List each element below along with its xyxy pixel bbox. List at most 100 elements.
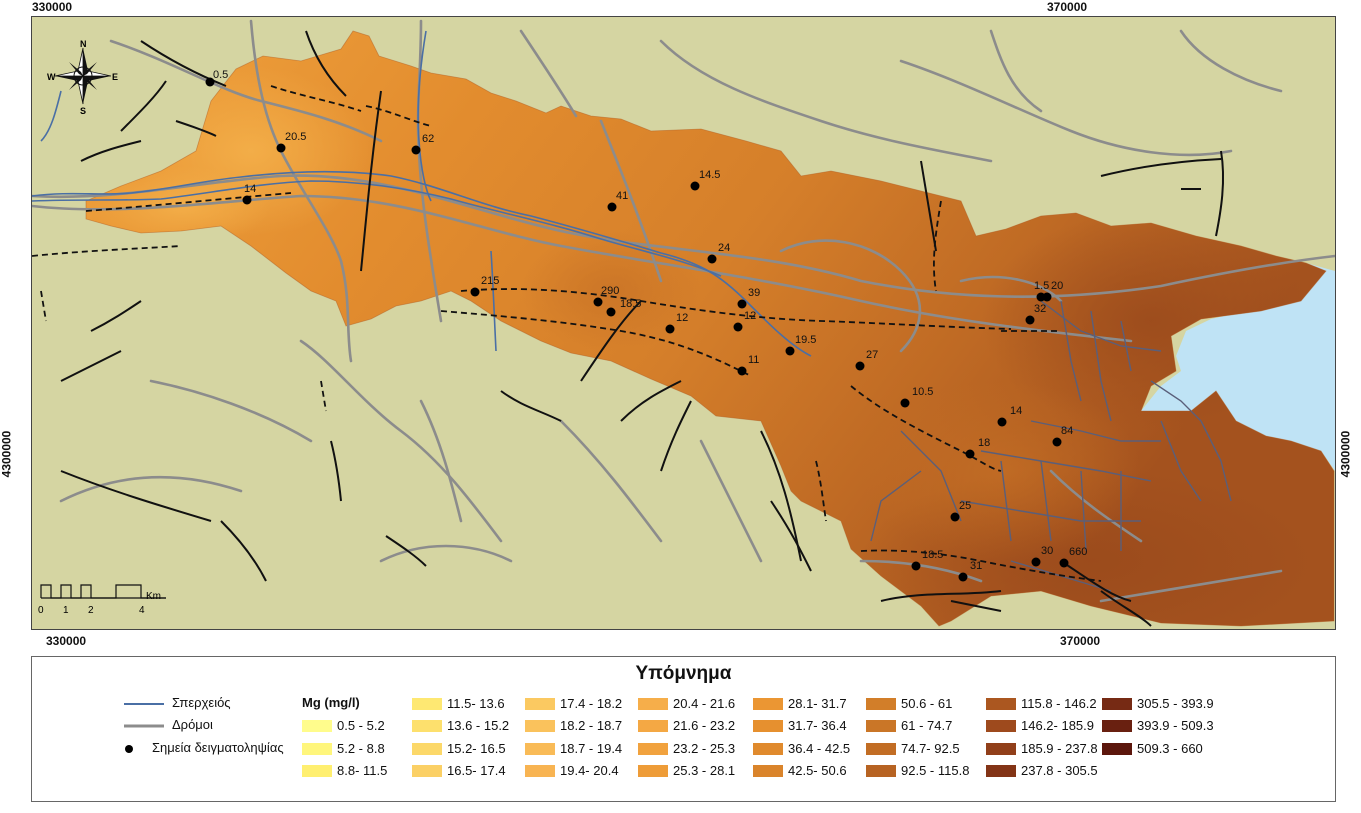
- sea: [1141, 263, 1335, 471]
- legend-class-label: 42.5- 50.6: [788, 763, 847, 779]
- legend-class-item: 21.6 - 23.2: [638, 717, 736, 734]
- sample-point-10[interactable]: [606, 307, 616, 317]
- legend-class-swatch: [753, 719, 783, 732]
- sample-point-6[interactable]: [607, 202, 617, 212]
- legend-class-item: 393.9 - 509.3: [1102, 717, 1214, 734]
- sample-point-2[interactable]: [276, 143, 286, 153]
- legend-class-label: 146.2- 185.9: [1021, 718, 1095, 734]
- spercheios-river: [32, 30, 812, 357]
- legend-class-label: 31.7- 36.4: [788, 718, 847, 734]
- legend-class-swatch: [302, 719, 332, 732]
- legend-class-item: 28.1- 31.7: [753, 695, 847, 711]
- legend-class-item: 11.5- 13.6: [412, 695, 505, 712]
- legend-class-swatch: [986, 764, 1016, 777]
- sample-point-20[interactable]: [965, 449, 975, 459]
- roads-layer: [32, 19, 1335, 603]
- legend-class-item: 237.8 - 305.5: [986, 762, 1098, 778]
- top-coord-label-1: 330000: [32, 0, 73, 14]
- legend-roads-item: Δρόμοι: [124, 717, 213, 732]
- sample-point-21[interactable]: [950, 512, 960, 522]
- legend-sample-item: Σημεία δειγματοληψίας: [124, 740, 284, 755]
- sample-point-22[interactable]: [911, 561, 921, 571]
- legend-class-label: 185.9 - 237.8: [1021, 741, 1098, 757]
- legend-class-swatch: [525, 719, 555, 732]
- legend-river-label: Σπερχειός: [172, 695, 231, 710]
- sample-label-16: 11: [748, 354, 759, 366]
- sample-point-7[interactable]: [707, 254, 717, 264]
- sample-point-4[interactable]: [242, 195, 252, 205]
- sample-point-23[interactable]: [958, 572, 968, 582]
- bottom-coord-label-2: 370000: [1060, 634, 1101, 648]
- sample-point-17[interactable]: [900, 398, 910, 408]
- legend-class-item: 61 - 74.7: [866, 717, 952, 733]
- sample-point-1[interactable]: [205, 77, 215, 87]
- road-line-icon: [124, 724, 164, 728]
- sample-point-15[interactable]: [855, 361, 865, 371]
- sample-point-14[interactable]: [785, 346, 795, 356]
- legend-class-item: 146.2- 185.9: [986, 717, 1095, 734]
- sample-label-20: 18: [978, 437, 990, 449]
- sample-point-25[interactable]: [1059, 558, 1069, 568]
- map-frame[interactable]: N S E W 0 1 2 4 Km 0.5 20.5 62 14 14.5 41 24 21…: [31, 16, 1336, 630]
- legend-class-label: 0.5 - 5.2: [337, 718, 385, 734]
- legend-class-label: 21.6 - 23.2: [673, 718, 736, 734]
- legend-class-label: 13.6 - 15.2: [447, 718, 510, 734]
- legend-class-swatch: [638, 742, 668, 755]
- legend-class-item: 18.7 - 19.4: [525, 740, 622, 756]
- sample-point-9[interactable]: [593, 297, 603, 307]
- legend-class-label: 305.5 - 393.9: [1137, 696, 1214, 712]
- sample-label-8: 215: [481, 275, 499, 287]
- sample-label-23: 31: [970, 560, 982, 572]
- legend-class-label: 509.3 - 660: [1137, 741, 1203, 757]
- legend-class-item: 36.4 - 42.5: [753, 740, 850, 756]
- faults-layer: [60, 30, 1225, 627]
- sample-point-12[interactable]: [733, 322, 743, 332]
- sample-label-13: 12: [676, 312, 688, 324]
- sample-point-27[interactable]: [1042, 292, 1052, 302]
- scale-label-0: 0: [38, 605, 44, 616]
- legend-class-swatch: [302, 764, 332, 777]
- sample-point-19[interactable]: [1052, 437, 1062, 447]
- legend-class-swatch: [525, 742, 555, 755]
- sample-point-13[interactable]: [665, 324, 675, 334]
- sample-point-24[interactable]: [1031, 557, 1041, 567]
- south-label: S: [80, 106, 86, 116]
- river-line-icon: [124, 702, 164, 705]
- legend-class-item: 8.8- 11.5: [302, 762, 388, 779]
- sample-point-5[interactable]: [690, 181, 700, 191]
- legend-class-label: 15.2- 16.5: [447, 741, 506, 757]
- sample-label-28: 32: [1034, 303, 1046, 315]
- legend-class-item: 185.9 - 237.8: [986, 740, 1098, 757]
- map-canvas[interactable]: N S E W 0 1 2 4 Km 0.5 20.5 62 14 14.5 41 24 21…: [32, 17, 1335, 629]
- legend-class-item: 19.4- 20.4: [525, 762, 619, 778]
- sample-point-18[interactable]: [997, 417, 1007, 427]
- sample-dot-icon: [125, 744, 133, 753]
- legend-class-label: 16.5- 17.4: [447, 763, 506, 779]
- legend-class-item: 17.4 - 18.2: [525, 695, 622, 711]
- legend-class-item: 0.5 - 5.2: [302, 717, 385, 734]
- legend-class-swatch: [412, 764, 442, 777]
- legend-class-label: 8.8- 11.5: [337, 763, 388, 779]
- legend-class-label: 18.2 - 18.7: [560, 718, 623, 734]
- legend-class-swatch: [412, 742, 442, 755]
- sample-point-8[interactable]: [470, 287, 480, 297]
- sample-point-3[interactable]: [411, 145, 421, 155]
- sample-point-16[interactable]: [737, 366, 747, 376]
- left-coord-label: 4300000: [0, 430, 14, 478]
- sample-point-28[interactable]: [1025, 315, 1035, 325]
- scale-unit-label: Km: [146, 591, 161, 602]
- scale-label-4: 4: [139, 605, 145, 616]
- legend-class-swatch: [986, 742, 1016, 755]
- scale-label-2: 2: [88, 605, 94, 616]
- legend-class-label: 393.9 - 509.3: [1137, 718, 1214, 734]
- legend-class-item: 92.5 - 115.8: [866, 762, 969, 778]
- legend-class-item: 509.3 - 660: [1102, 740, 1203, 757]
- legend-class-label: 11.5- 13.6: [447, 696, 505, 712]
- legend-class-swatch: [753, 764, 783, 777]
- legend-class-swatch: [866, 742, 896, 755]
- legend-title: Υπόμνημα: [635, 663, 732, 684]
- legend-class-item: 18.2 - 18.7: [525, 717, 623, 734]
- sample-point-11[interactable]: [737, 299, 747, 309]
- legend-class-swatch: [412, 697, 442, 710]
- top-coord-label-2: 370000: [1047, 0, 1088, 14]
